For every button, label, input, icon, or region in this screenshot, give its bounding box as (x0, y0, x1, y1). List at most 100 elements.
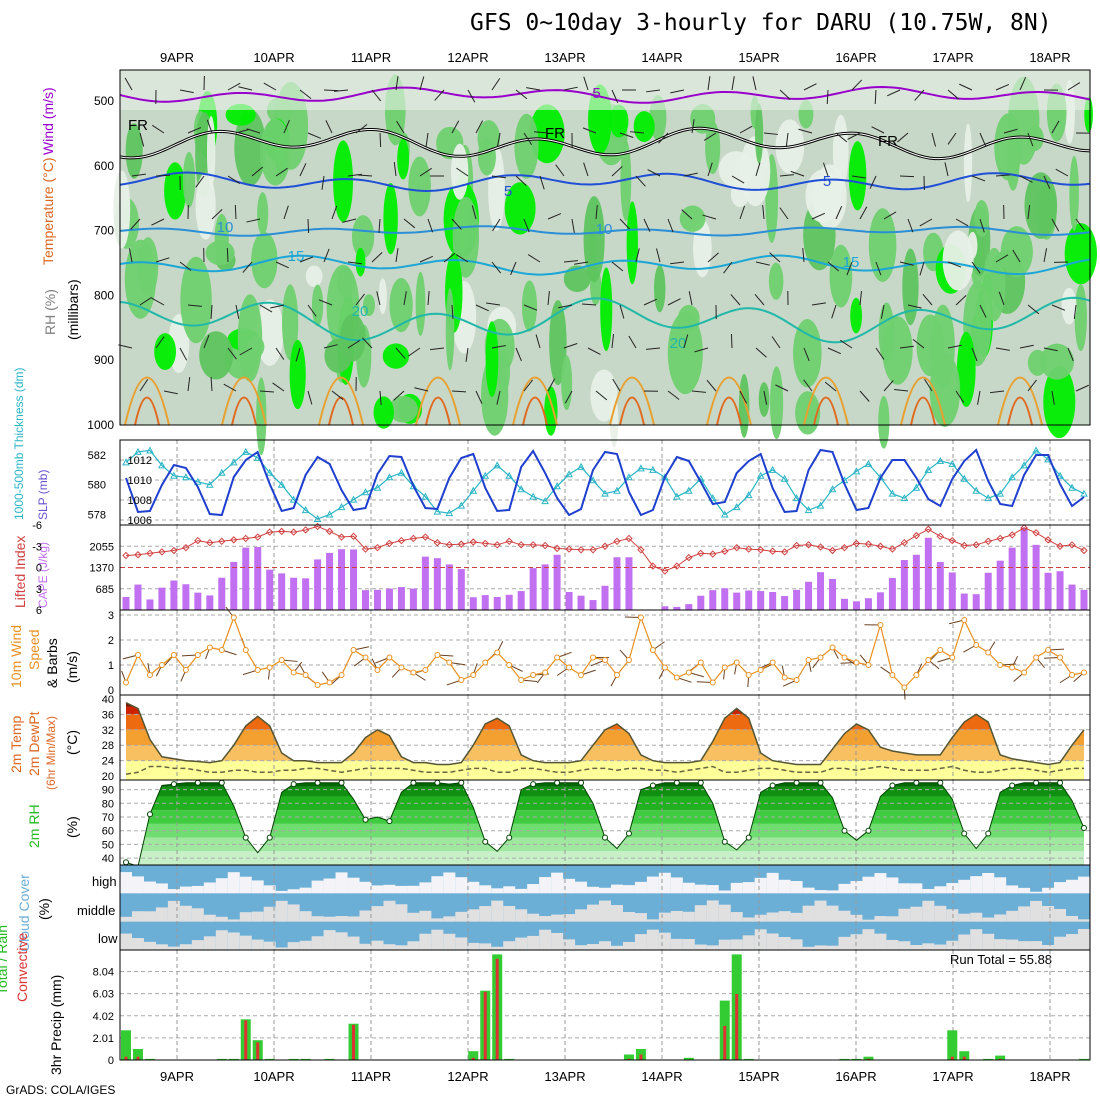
lifted-tick: -3 (32, 541, 42, 553)
rh2m-point (961, 830, 968, 837)
cloud-clear-cell (239, 935, 252, 950)
wind-barb (564, 390, 573, 404)
cloud-clear-cell (694, 944, 707, 950)
wind10m-point (470, 672, 477, 678)
rh-field-patch (805, 169, 842, 223)
cape-bar (1008, 547, 1016, 610)
cloud-clear-cell (958, 934, 971, 950)
rh-field-patch (180, 256, 212, 344)
rh2m-point (146, 811, 153, 818)
wind-barb (851, 175, 866, 179)
wind-barb (1043, 248, 1048, 263)
cloud-clear-cell (826, 905, 839, 922)
cloud-clear-cell (203, 882, 216, 894)
lifted-index-point (517, 541, 525, 549)
cloud-clear-cell (287, 904, 300, 922)
wind-barb (419, 76, 425, 91)
date-label-top: 14APR (641, 50, 682, 65)
cloud-clear-cell (646, 876, 659, 894)
precip-convective-bar (962, 1056, 966, 1060)
rh-field-patch (237, 294, 263, 382)
wind-barb (318, 299, 333, 306)
rh-field-patch (246, 336, 265, 358)
wind-barb (155, 174, 171, 177)
cloud-clear-cell (455, 937, 468, 950)
wind-barb (515, 347, 522, 362)
thickness-tick: 578 (88, 510, 106, 522)
wind-barb (393, 390, 405, 401)
wind10m-point (566, 664, 573, 671)
wind-barb (307, 390, 313, 405)
wind10m-point (709, 679, 716, 686)
cloud-clear-cell (503, 886, 516, 894)
slp-tick: 1006 (128, 515, 152, 527)
rh-field-patch (289, 339, 306, 410)
cloud-clear-cell (203, 936, 216, 950)
thickness-point (481, 471, 490, 479)
precip-total-bar (851, 1058, 862, 1060)
rh-field-patch (1074, 283, 1087, 352)
cape-bar (385, 588, 393, 610)
cloud-clear-cell (910, 883, 923, 894)
wind10m-point (661, 664, 668, 671)
wind-barb (425, 132, 429, 147)
rh-field-patch (544, 386, 558, 436)
wind-barb (611, 334, 615, 349)
wind-barb (707, 252, 719, 263)
wind-barb (395, 347, 406, 359)
rh-field-patch (333, 140, 354, 223)
wind-barb (803, 379, 813, 392)
cloud-clear-cell (155, 883, 168, 894)
lifted-index-point (254, 533, 262, 541)
wind-barb (1019, 344, 1034, 349)
cloud-clear-cell (742, 882, 755, 894)
cloud-clear-cell (1018, 941, 1031, 950)
rh2m-point (218, 779, 225, 786)
thickness-point (457, 501, 466, 509)
wind-barb (563, 343, 578, 349)
rh-field-patch (282, 284, 299, 361)
wind-barb (595, 205, 598, 220)
rh-field-patch (378, 278, 387, 315)
wind10m-point (218, 647, 225, 653)
rh-field-patch (964, 123, 973, 203)
wind-barb (555, 164, 565, 177)
rh-field-patch (445, 288, 455, 371)
cloud-clear-cell (419, 882, 432, 894)
wind-barb (779, 89, 791, 100)
lifted-index-point (900, 539, 909, 547)
cloud-clear-cell (479, 943, 492, 950)
wind10m-point (997, 662, 1004, 668)
wind-barb (1027, 132, 1034, 147)
cloud-clear-cell (335, 932, 348, 950)
wind10m-point (302, 672, 309, 678)
rh2m-point (769, 782, 776, 789)
cape-bar (338, 549, 346, 610)
cape-bar (793, 589, 801, 610)
wind-barb (227, 175, 241, 184)
date-label-top: 17APR (932, 50, 973, 65)
thickness-point (960, 474, 969, 482)
thickness-point (864, 459, 873, 467)
contour-label: FR (878, 133, 898, 150)
cloud-clear-cell (802, 905, 815, 922)
wind10m-point (542, 669, 549, 676)
wind-barb (694, 347, 709, 353)
cape-tick: 1370 (90, 563, 114, 575)
wind-barb (769, 252, 781, 263)
wind-barb (707, 76, 711, 91)
precip-convective-bar (735, 994, 739, 1060)
precip-total-bar (1079, 1058, 1089, 1060)
wind-barb (152, 124, 165, 134)
lifted-index-point (182, 543, 190, 552)
thickness-point (146, 446, 154, 454)
cape-bar (230, 561, 238, 610)
cloud-clear-cell (1006, 939, 1019, 950)
wind-barb (667, 218, 674, 233)
rh2m-band (126, 782, 1084, 787)
cloud-clear-cell (395, 885, 408, 894)
wind-barb (667, 390, 680, 400)
rh2m-point (362, 816, 369, 823)
precip-total-bar (216, 1058, 227, 1060)
cape-bar (984, 572, 992, 610)
